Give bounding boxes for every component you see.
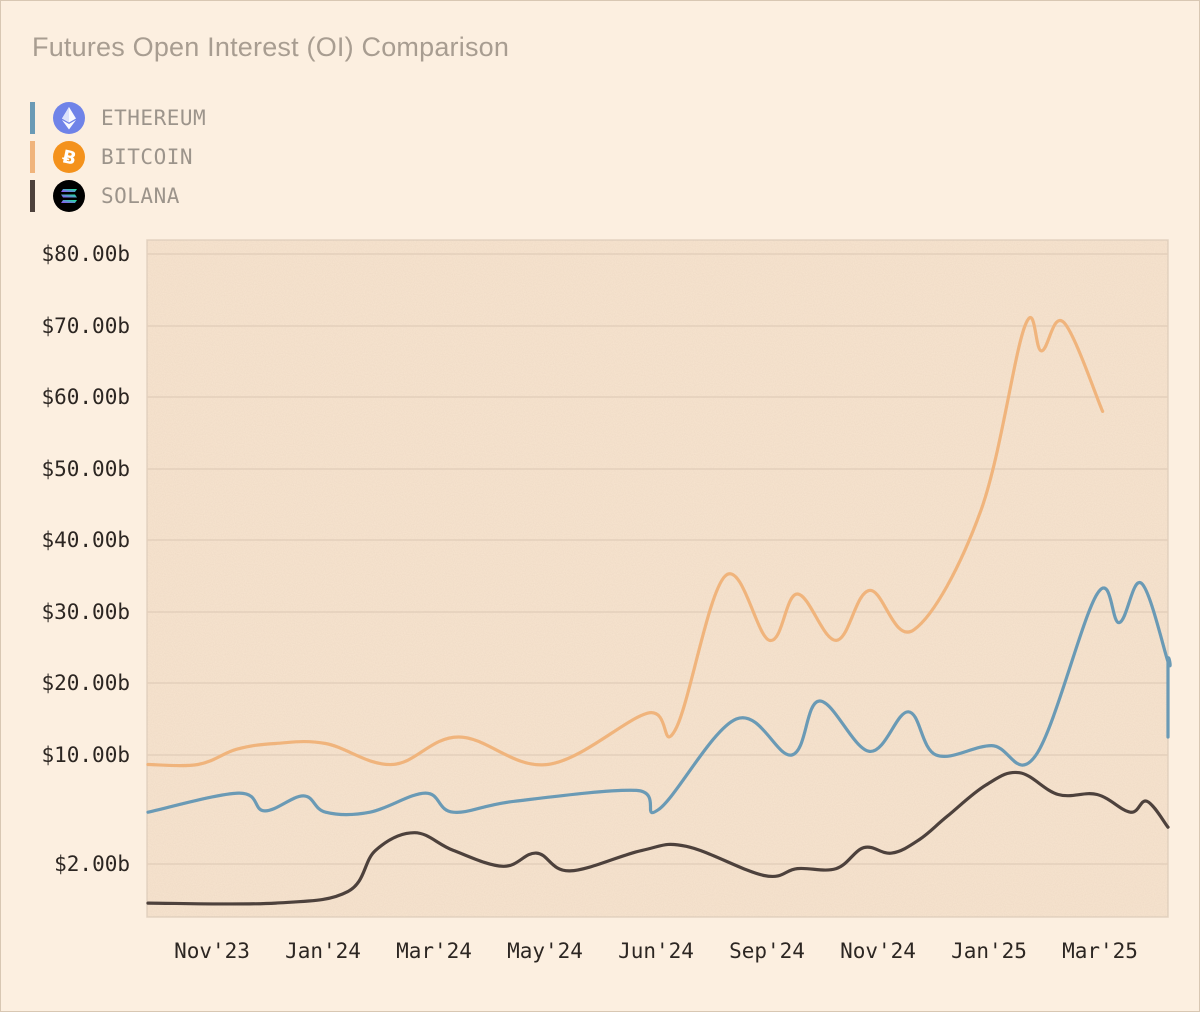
x-tick-label: Jun'24: [618, 939, 694, 963]
x-tick-label: May'24: [507, 939, 583, 963]
x-tick-label: Jan'25: [951, 939, 1027, 963]
x-axis-ticks: Nov'23 Jan'24 Mar'24 May'24 Jun'24 Sep'24 Nov'…: [174, 939, 1138, 963]
legend-swatch-solana: [30, 179, 35, 212]
series-line-solana[interactable]: [146, 770, 1170, 906]
series-line-ethereum[interactable]: [146, 581, 1172, 817]
series-lines: [146, 315, 1172, 906]
series-line-bitcoin[interactable]: [146, 315, 1105, 768]
y-tick-label: $30.00b: [41, 600, 130, 624]
legend-item-solana[interactable]: SOLANA: [30, 176, 206, 215]
y-tick-label: $60.00b: [41, 385, 130, 409]
legend-item-bitcoin[interactable]: Ƀ BITCOIN: [30, 137, 206, 176]
y-tick-label: $40.00b: [41, 528, 130, 552]
legend-swatch-bitcoin: [30, 140, 35, 173]
chart-title: Futures Open Interest (OI) Comparison: [32, 32, 510, 62]
plot-texture: [147, 240, 1168, 917]
gridlines: [147, 253, 1168, 865]
y-tick-label: $20.00b: [41, 671, 130, 695]
ethereum-icon: [53, 101, 85, 134]
y-tick-label: $70.00b: [41, 314, 130, 338]
bitcoin-icon: Ƀ: [53, 140, 85, 173]
y-tick-label: $2.00b: [54, 852, 130, 876]
y-tick-label: $50.00b: [41, 457, 130, 481]
legend-label-bitcoin: BITCOIN: [101, 144, 194, 169]
x-tick-label: Mar'24: [396, 939, 472, 963]
y-tick-label: $10.00b: [41, 743, 130, 767]
legend-label-solana: SOLANA: [101, 183, 180, 208]
x-tick-label: Jan'24: [285, 939, 361, 963]
y-axis-ticks: $80.00b $70.00b $60.00b $50.00b $40.00b $30.0…: [41, 242, 130, 876]
x-tick-label: Nov'23: [174, 939, 250, 963]
svg-text:Ƀ: Ƀ: [60, 146, 78, 169]
legend-label-ethereum: ETHEREUM: [101, 105, 207, 130]
legend-item-ethereum[interactable]: ETHEREUM: [30, 98, 206, 137]
x-tick-label: Nov'24: [840, 939, 916, 963]
legend-swatch-ethereum: [30, 101, 35, 134]
legend: ETHEREUM Ƀ BITCOIN SOLANA: [30, 98, 206, 215]
x-tick-label: Sep'24: [729, 939, 805, 963]
y-tick-label: $80.00b: [41, 242, 130, 266]
solana-icon: [53, 179, 85, 212]
x-tick-label: Mar'25: [1062, 939, 1138, 963]
